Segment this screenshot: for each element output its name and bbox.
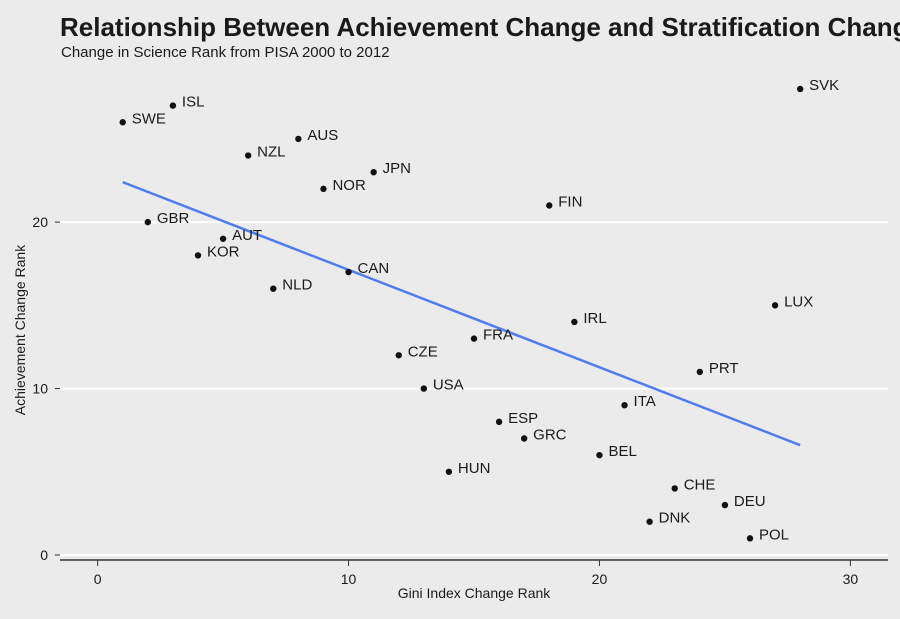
point-label-kor: KOR [207, 243, 240, 260]
data-point-irl [571, 318, 578, 326]
data-point-bel [596, 451, 603, 459]
y-tick-label: 0 [40, 547, 48, 563]
point-label-prt: PRT [709, 360, 739, 377]
y-tick-label: 10 [32, 381, 48, 397]
point-label-fra: FRA [483, 327, 513, 344]
data-point-prt [696, 368, 704, 376]
data-point-esp [495, 418, 503, 426]
data-point-kor [194, 252, 202, 259]
y-tick-label: 20 [32, 214, 48, 230]
point-label-cze: CZE [408, 343, 438, 360]
point-label-svk: SVK [809, 77, 839, 94]
chart-subtitle: Change in Science Rank from PISA 2000 to… [61, 44, 390, 61]
x-axis-label: Gini Index Change Rank [397, 585, 551, 601]
data-point-aus [295, 135, 302, 143]
point-label-gbr: GBR [157, 210, 190, 227]
point-label-aut: AUT [232, 227, 262, 244]
data-point-grc [520, 435, 528, 442]
point-label-bel: BEL [608, 443, 636, 460]
point-label-aus: AUS [307, 127, 338, 144]
data-point-nld [270, 285, 277, 292]
point-label-grc: GRC [533, 426, 567, 443]
point-label-deu: DEU [734, 493, 766, 510]
point-label-usa: USA [433, 377, 464, 394]
data-point-gbr [144, 218, 152, 226]
point-label-nld: NLD [282, 277, 312, 294]
grid-layer [60, 221, 888, 557]
data-point-usa [420, 385, 428, 392]
point-label-isl: ISL [182, 94, 205, 111]
data-point-nzl [244, 152, 252, 159]
data-point-lux [771, 302, 779, 309]
point-label-swe: SWE [132, 110, 166, 127]
point-label-che: CHE [684, 476, 716, 493]
data-point-pol [746, 535, 754, 542]
data-point-isl [169, 102, 177, 109]
axis-layer: 0 10 20 0 10 20 30 [32, 214, 888, 587]
x-tick-label: 0 [94, 571, 102, 587]
point-label-can: CAN [358, 260, 390, 277]
trend-layer [122, 181, 801, 447]
data-point-nor [320, 185, 327, 193]
point-label-jpn: JPN [383, 160, 411, 177]
chart-title: Relationship Between Achievement Change … [60, 12, 900, 42]
point-label-hun: HUN [458, 460, 491, 477]
x-tick-label: 10 [341, 571, 357, 587]
data-point-cze [395, 352, 402, 359]
point-label-ita: ITA [634, 393, 656, 410]
point-label-pol: POL [759, 526, 789, 543]
data-point-can [345, 268, 352, 276]
point-label-nor: NOR [332, 177, 366, 194]
data-point-deu [721, 501, 729, 509]
point-label-nzl: NZL [257, 144, 285, 161]
point-label-esp: ESP [508, 410, 538, 427]
data-point-che [671, 485, 678, 492]
x-tick-label: 30 [843, 571, 859, 587]
point-label-lux: LUX [784, 293, 813, 310]
data-point-swe [119, 119, 126, 126]
data-point-aut [219, 235, 227, 242]
data-point-dnk [646, 518, 653, 525]
data-point-jpn [370, 168, 377, 176]
x-tick-label: 20 [592, 571, 608, 587]
trend-line [122, 181, 801, 447]
data-point-ita [621, 402, 628, 409]
y-axis-label: Achievement Change Rank [12, 244, 28, 416]
data-point-hun [445, 468, 453, 475]
data-point-svk [796, 85, 804, 93]
data-point-fin [546, 202, 553, 209]
data-point-fra [470, 335, 478, 342]
point-label-fin: FIN [558, 193, 582, 210]
point-label-irl: IRL [583, 310, 606, 327]
point-label-dnk: DNK [659, 510, 691, 527]
